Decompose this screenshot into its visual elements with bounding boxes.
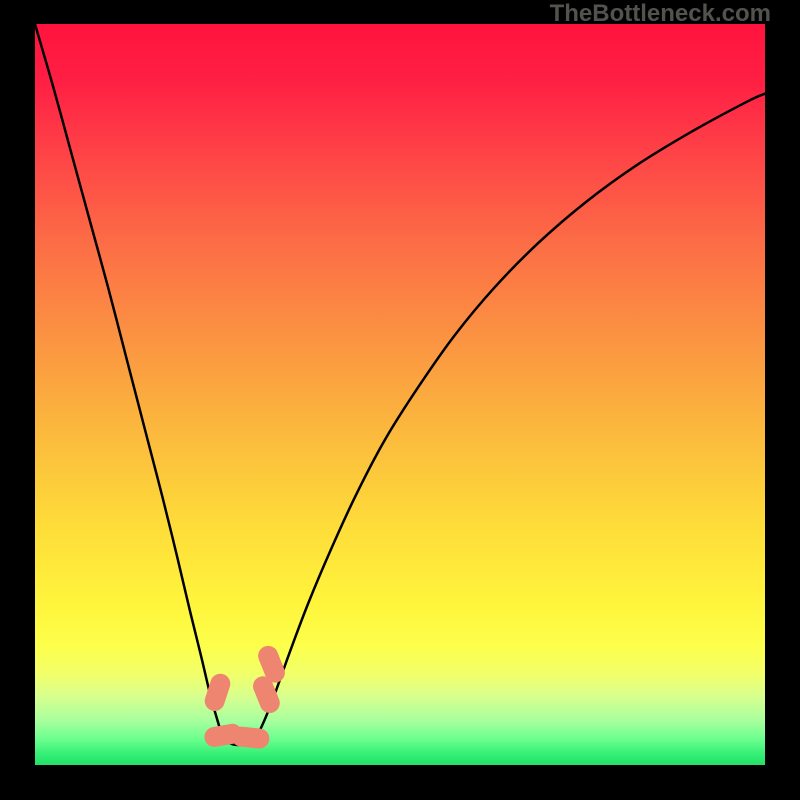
curve-path [35, 24, 765, 745]
watermark-text: TheBottleneck.com [550, 0, 771, 28]
plot-area [35, 24, 765, 765]
bottleneck-curve [35, 24, 765, 765]
